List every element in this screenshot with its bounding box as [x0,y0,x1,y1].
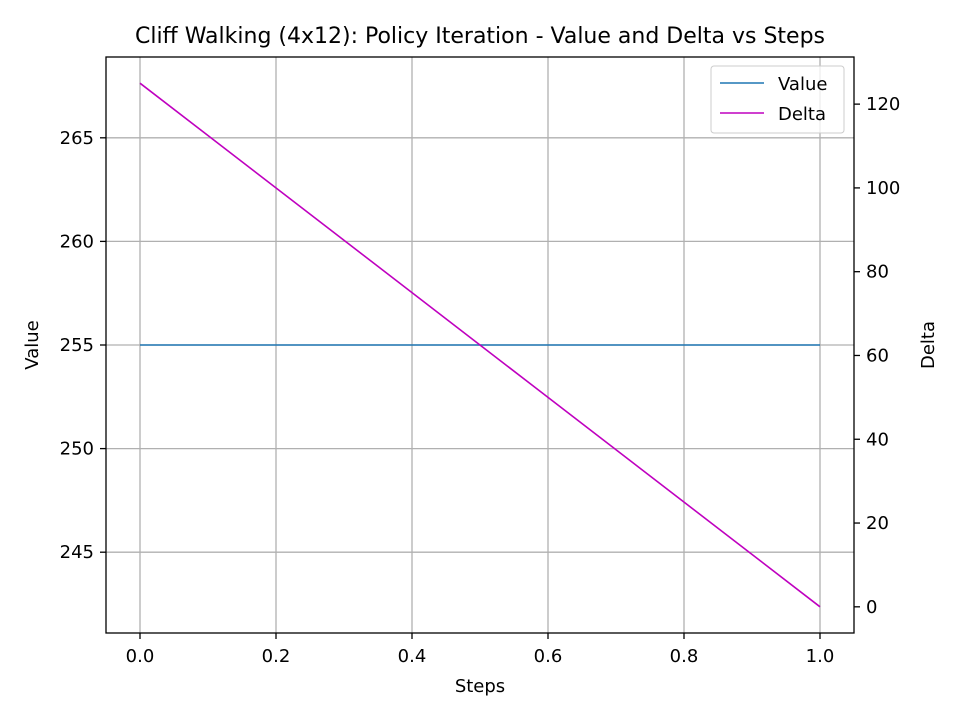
x-tick-label: 0.8 [670,646,699,667]
y2-tick-label: 20 [866,513,889,534]
y-tick-label: 255 [60,335,94,356]
y-tick-label: 265 [60,128,94,149]
x-tick-label: 0.4 [398,646,427,667]
y2-axis-title: Delta [918,321,939,369]
x-axis-title: Steps [455,676,505,697]
y2-tick-label: 60 [866,345,889,366]
series-layer [139,82,821,608]
y-tick-label: 245 [60,542,94,563]
y2-tick-label: 100 [866,178,900,199]
y2-tick-label: 0 [866,597,877,618]
chart-title: Cliff Walking (4x12): Policy Iteration -… [135,24,825,49]
x-tick-label: 0.6 [534,646,563,667]
x-tick-label: 0.2 [262,646,291,667]
legend-label-value: Value [778,74,827,95]
y2-tick-label: 80 [866,262,889,283]
y-axis-left: 245 250 255 260 265 [60,128,106,563]
y-tick-label: 250 [60,439,94,460]
y2-tick-label: 120 [866,94,900,115]
y2-tick-label: 40 [866,429,889,450]
legend-label-delta: Delta [778,104,826,125]
legend: Value Delta [710,65,845,134]
y-axis-right: 0 20 40 60 80 100 120 [854,94,900,618]
y-tick-label: 260 [60,231,94,252]
x-tick-label: 0.0 [126,646,155,667]
x-axis: 0.0 0.2 0.4 0.6 0.8 1.0 [126,633,835,667]
y-axis-title: Value [22,320,43,369]
series-line-delta [139,82,821,608]
x-tick-label: 1.0 [806,646,835,667]
